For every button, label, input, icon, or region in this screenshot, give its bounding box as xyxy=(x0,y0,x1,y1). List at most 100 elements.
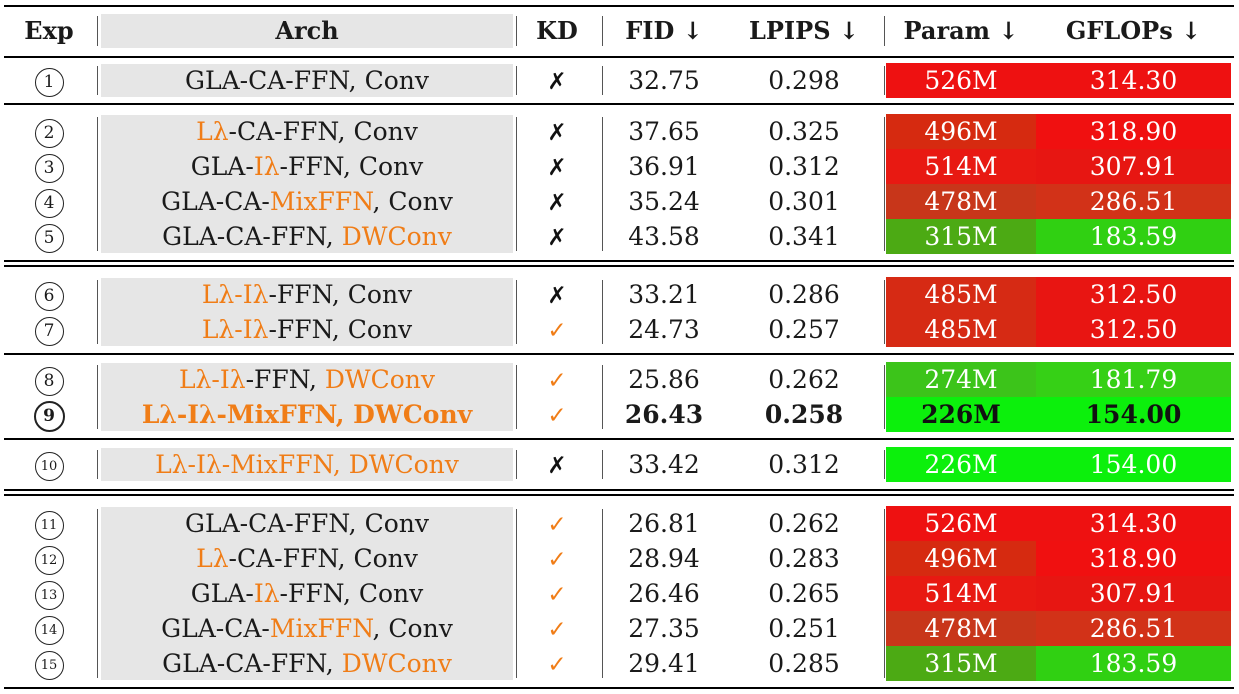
param-cell: 514M xyxy=(886,576,1036,611)
exp-cell: 6 xyxy=(6,277,92,312)
column-separator xyxy=(884,365,885,429)
arch-modified-part: MixFFN xyxy=(269,614,373,643)
param-cell: 496M xyxy=(886,114,1036,149)
cross-icon: ✗ xyxy=(547,453,567,479)
arch-modified-part: Lλ xyxy=(196,117,229,146)
arch-modified-part: MixFFN xyxy=(269,187,373,216)
arch-modified-part: DWConv xyxy=(341,649,452,678)
table-row: 6 Lλ-Iλ-FFN, Conv ✗ 33.21 0.286 485M 312.50 xyxy=(0,277,1239,312)
exp-number-badge: 12 xyxy=(34,546,64,575)
kd-cell: ✓ xyxy=(516,646,598,681)
arch-header-background xyxy=(101,14,513,48)
arch-modified-part: DWConv xyxy=(324,365,436,394)
cross-icon: ✗ xyxy=(547,190,567,216)
arch-cell: Lλ-Iλ-FFN, Conv xyxy=(101,312,513,347)
kd-cell: ✓ xyxy=(516,506,598,541)
kd-cell: ✓ xyxy=(516,397,598,432)
table-row: 10 Lλ-Iλ-MixFFN, DWConv ✗ 33.42 0.312 226M 154… xyxy=(0,447,1239,482)
arch-cell: GLA-CA-MixFFN, Conv xyxy=(101,611,513,646)
exp-cell: 2 xyxy=(6,114,92,149)
check-icon: ✓ xyxy=(547,617,567,643)
lpips-cell: 0.262 xyxy=(768,365,840,394)
column-separator xyxy=(602,66,603,95)
table-row: 3 GLA-Iλ-FFN, Conv ✗ 36.91 0.312 514M 307.91 xyxy=(0,149,1239,184)
fid-cell: 36.91 xyxy=(628,152,700,181)
arch-base-part: GLA-CA-FFN, xyxy=(162,222,342,251)
column-separator xyxy=(884,280,885,344)
gflops-cell: 314.30 xyxy=(1036,63,1231,98)
exp-cell: 11 xyxy=(6,506,92,541)
column-separator xyxy=(97,66,98,95)
column-separator xyxy=(516,66,517,95)
check-icon: ✓ xyxy=(547,582,567,608)
column-separator xyxy=(97,280,98,344)
double-rule xyxy=(4,265,1234,267)
param-cell: 226M xyxy=(886,397,1036,432)
cross-icon: ✗ xyxy=(547,283,567,309)
arch-cell: Lλ-CA-FFN, Conv xyxy=(101,114,513,149)
arch-base-part: GLA- xyxy=(190,579,254,608)
arch-base-part: GLA-CA- xyxy=(161,614,270,643)
table-row: 2 Lλ-CA-FFN, Conv ✗ 37.65 0.325 496M 318.90 xyxy=(0,114,1239,149)
arch-base-part: -CA-FFN, Conv xyxy=(228,117,418,146)
column-separator xyxy=(884,450,885,479)
column-separator xyxy=(97,117,98,251)
gflops-cell: 307.91 xyxy=(1036,149,1231,184)
column-separator xyxy=(602,450,603,479)
lpips-cell: 0.283 xyxy=(768,544,840,573)
arch-modified-part: Iλ xyxy=(253,579,280,608)
check-icon: ✓ xyxy=(547,403,567,429)
fid-cell: 28.94 xyxy=(628,544,700,573)
column-separator xyxy=(602,117,603,251)
param-cell: 315M xyxy=(886,646,1036,681)
double-rule xyxy=(4,489,1234,491)
table-row: 5 GLA-CA-FFN, DWConv ✗ 43.58 0.341 315M 183.59 xyxy=(0,219,1239,254)
table-row: 11 GLA-CA-FFN, Conv ✓ 26.81 0.262 526M 314.30 xyxy=(0,506,1239,541)
exp-cell: 3 xyxy=(6,149,92,184)
lpips-cell: 0.257 xyxy=(768,315,840,344)
exp-number-badge: 7 xyxy=(34,317,64,346)
double-rule xyxy=(4,260,1234,262)
gflops-cell: 183.59 xyxy=(1036,646,1231,681)
arch-cell: Lλ-Iλ-MixFFN, DWConv xyxy=(101,397,513,432)
check-icon: ✓ xyxy=(547,368,567,394)
gflops-cell: 314.30 xyxy=(1036,506,1231,541)
lpips-cell: 0.251 xyxy=(768,614,840,643)
table-row: 12 Lλ-CA-FFN, Conv ✓ 28.94 0.283 496M 318.90 xyxy=(0,541,1239,576)
param-cell: 274M xyxy=(886,362,1036,397)
group-rule xyxy=(4,353,1234,355)
arch-cell: GLA-CA-FFN, Conv xyxy=(101,63,513,98)
exp-number-badge: 11 xyxy=(34,511,64,540)
cross-icon: ✗ xyxy=(547,120,567,146)
arch-modified-part: Lλ-Iλ xyxy=(201,315,269,344)
gflops-cell: 312.50 xyxy=(1036,312,1231,347)
arch-modified-part: Lλ-Iλ xyxy=(201,280,269,309)
top-rule xyxy=(4,5,1234,7)
exp-number-badge: 2 xyxy=(34,119,64,148)
kd-cell: ✓ xyxy=(516,541,598,576)
column-separator xyxy=(884,66,885,95)
fid-cell: 27.35 xyxy=(628,614,700,643)
column-separator xyxy=(97,509,98,678)
arch-column-background xyxy=(101,64,513,97)
cross-icon: ✗ xyxy=(547,155,567,181)
gflops-cell: 318.90 xyxy=(1036,114,1231,149)
check-icon: ✓ xyxy=(547,318,567,344)
double-rule xyxy=(4,494,1234,496)
arch-cell: Lλ-Iλ-FFN, Conv xyxy=(101,277,513,312)
arch-cell: GLA-CA-FFN, Conv xyxy=(101,506,513,541)
exp-cell: 15 xyxy=(6,646,92,681)
table-row: 13 GLA-Iλ-FFN, Conv ✓ 26.46 0.265 514M 307.91 xyxy=(0,576,1239,611)
table-row: 14 GLA-CA-MixFFN, Conv ✓ 27.35 0.251 478M 286.… xyxy=(0,611,1239,646)
header-exp: Exp xyxy=(24,16,74,45)
header-param: Param ↓ xyxy=(903,16,1019,45)
arch-column-background xyxy=(101,115,513,253)
exp-number-badge: 10 xyxy=(34,452,64,481)
kd-cell: ✓ xyxy=(516,362,598,397)
param-cell: 226M xyxy=(886,447,1036,482)
fid-cell: 24.73 xyxy=(628,315,700,344)
cross-icon: ✗ xyxy=(547,69,567,95)
param-cell: 496M xyxy=(886,541,1036,576)
arch-modified-part: Iλ xyxy=(253,152,280,181)
header-fid: FID ↓ xyxy=(625,16,703,45)
